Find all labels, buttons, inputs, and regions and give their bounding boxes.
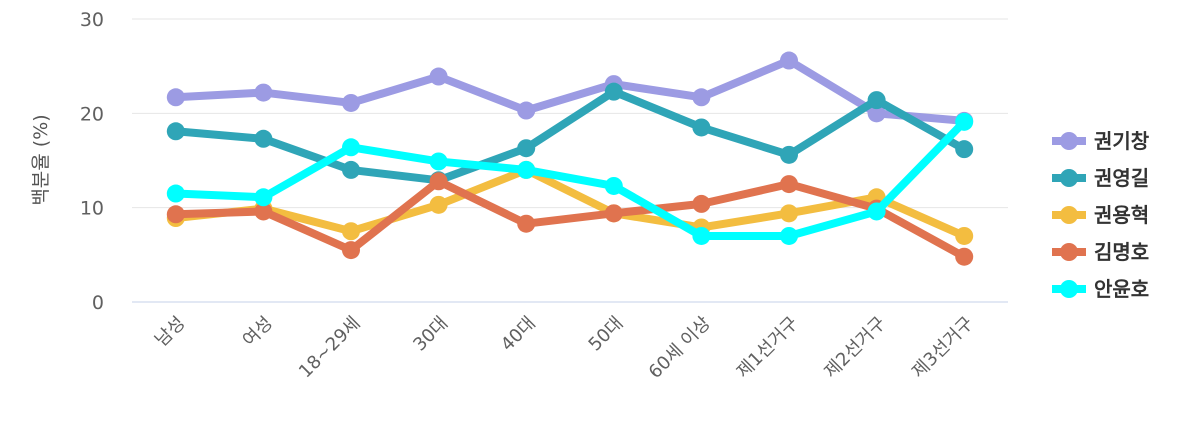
data-point bbox=[780, 175, 798, 194]
y-axis-label: 백분율 (%) bbox=[30, 114, 52, 205]
x-tick-label: 60세 이상 bbox=[645, 313, 715, 383]
x-tick-label: 30대 bbox=[409, 313, 452, 356]
data-point bbox=[692, 194, 711, 213]
legend-item[interactable]: 안윤호 bbox=[1052, 277, 1149, 301]
legend-label: 권기창 bbox=[1094, 129, 1150, 153]
data-point bbox=[342, 222, 360, 241]
data-point bbox=[780, 145, 798, 164]
data-point bbox=[780, 51, 798, 70]
data-point bbox=[780, 204, 798, 223]
series-group bbox=[166, 51, 974, 266]
series-line bbox=[171, 177, 969, 261]
data-point bbox=[867, 91, 886, 110]
grid-lines bbox=[132, 18, 1008, 303]
legend-item[interactable]: 김명호 bbox=[1052, 240, 1149, 264]
data-point bbox=[342, 138, 360, 157]
series-line bbox=[171, 117, 969, 240]
data-point bbox=[166, 205, 185, 224]
data-point bbox=[955, 112, 974, 131]
data-point bbox=[955, 247, 974, 266]
legend-marker bbox=[1060, 132, 1078, 150]
data-point bbox=[692, 88, 711, 107]
data-point bbox=[780, 226, 798, 245]
data-point bbox=[604, 204, 623, 223]
legend-marker bbox=[1060, 243, 1078, 261]
data-point bbox=[166, 88, 185, 107]
data-point bbox=[604, 82, 623, 101]
data-point bbox=[429, 172, 448, 191]
data-point bbox=[692, 226, 711, 245]
data-point bbox=[517, 101, 536, 120]
x-tick-label: 여성 bbox=[239, 313, 277, 351]
y-tick-label: 20 bbox=[80, 103, 104, 125]
legend-label: 권용혁 bbox=[1094, 203, 1149, 227]
legend-marker bbox=[1060, 169, 1078, 187]
data-point bbox=[254, 83, 273, 102]
series-5 bbox=[166, 112, 974, 245]
data-point bbox=[692, 118, 711, 137]
legend-item[interactable]: 권기창 bbox=[1052, 129, 1150, 153]
data-point bbox=[517, 214, 536, 233]
data-point bbox=[517, 160, 536, 179]
data-point bbox=[429, 67, 448, 86]
data-point bbox=[429, 152, 448, 171]
legend-marker bbox=[1060, 206, 1078, 224]
data-point bbox=[342, 160, 360, 179]
legend-item[interactable]: 권영길 bbox=[1052, 166, 1149, 190]
series-line bbox=[171, 165, 969, 240]
data-point bbox=[867, 202, 886, 221]
data-point bbox=[254, 129, 273, 148]
data-point bbox=[955, 226, 974, 245]
data-point bbox=[166, 122, 185, 141]
x-tick-label: 18~29세 bbox=[295, 313, 365, 383]
legend-label: 김명호 bbox=[1094, 240, 1149, 264]
x-tick-label: 제3선거구 bbox=[908, 313, 978, 383]
legend-item[interactable]: 권용혁 bbox=[1052, 203, 1149, 227]
x-tick-label: 40대 bbox=[497, 313, 540, 356]
x-tick-label: 제1선거구 bbox=[733, 313, 803, 383]
data-point bbox=[867, 104, 886, 123]
data-point bbox=[429, 195, 448, 214]
x-tick-label: 제2선거구 bbox=[820, 313, 890, 383]
x-axis-ticks: 남성 여성 18~29세 30대 40대 50대 60세 이상 제1선거구 제2선거구 제3선거구 bbox=[151, 313, 978, 383]
data-point bbox=[517, 139, 536, 158]
x-tick-label: 50대 bbox=[585, 313, 628, 356]
data-point bbox=[342, 241, 360, 260]
series-line bbox=[171, 56, 969, 125]
y-axis-ticks: 0 10 20 30 bbox=[80, 9, 104, 314]
series-line bbox=[171, 87, 969, 185]
data-point bbox=[604, 176, 623, 195]
legend-marker bbox=[1060, 280, 1078, 298]
legend-label: 안윤호 bbox=[1094, 277, 1149, 301]
y-tick-label: 10 bbox=[80, 198, 104, 220]
data-point bbox=[342, 93, 360, 112]
data-point bbox=[254, 188, 273, 207]
x-tick-label: 남성 bbox=[151, 313, 189, 351]
data-point bbox=[254, 202, 273, 221]
y-tick-label: 0 bbox=[92, 292, 104, 314]
legend-label: 권영길 bbox=[1094, 166, 1149, 190]
data-point bbox=[955, 140, 974, 159]
data-point bbox=[166, 184, 185, 203]
y-tick-label: 30 bbox=[80, 9, 104, 31]
